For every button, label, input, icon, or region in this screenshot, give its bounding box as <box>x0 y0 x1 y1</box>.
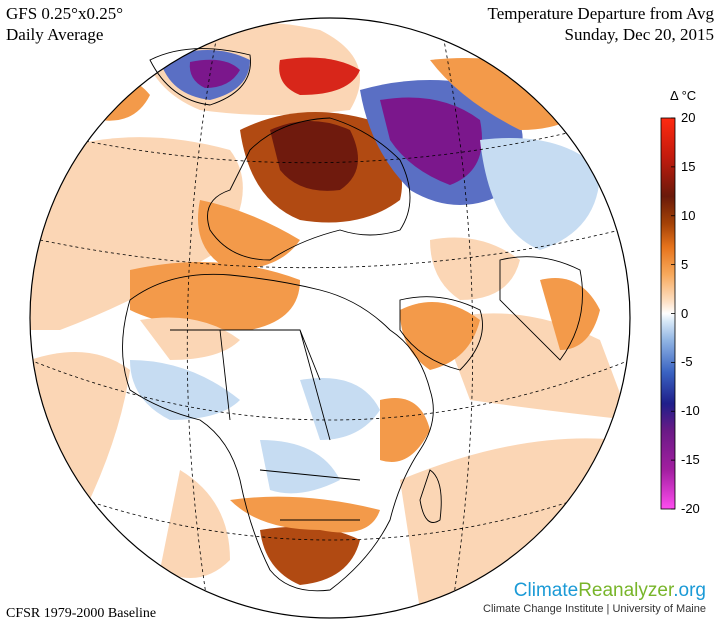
globe-outline <box>29 17 631 619</box>
color-scale-tick-label: 15 <box>681 158 696 174</box>
color-scale-tick-label: 20 <box>681 110 696 125</box>
baseline-label: CFSR 1979-2000 Baseline <box>6 606 157 621</box>
color-scale-tick-label: 5 <box>681 256 689 272</box>
brand-text-part-2: Reanalyzer <box>578 580 674 601</box>
date-label: Sunday, Dec 20, 2015 <box>564 25 714 44</box>
institute-label: Climate Change Institute | University of… <box>483 603 706 615</box>
color-scale-tick-label: -15 <box>681 452 700 468</box>
color-scale-unit: Δ °C <box>670 88 697 103</box>
color-scale-ticks <box>671 117 675 510</box>
model-label: GFS 0.25°x0.25° <box>6 4 124 23</box>
brand-text-part-3: .org <box>673 580 706 601</box>
period-label: Daily Average <box>6 25 104 44</box>
coastlines <box>122 48 583 592</box>
color-scale-tick-label: 0 <box>681 305 689 321</box>
brand-logo[interactable]: ClimateReanalyzer.org <box>514 580 706 602</box>
color-scale-tick-label: -10 <box>681 403 700 419</box>
variable-title: Temperature Departure from Avg <box>487 4 714 23</box>
color-scale-tick-label: -20 <box>681 501 700 516</box>
graticule <box>30 19 630 618</box>
brand-text-part-1: Climate <box>513 580 579 601</box>
color-scale-tick-label: 10 <box>681 207 696 223</box>
color-scale-tick-label: -5 <box>681 354 693 370</box>
